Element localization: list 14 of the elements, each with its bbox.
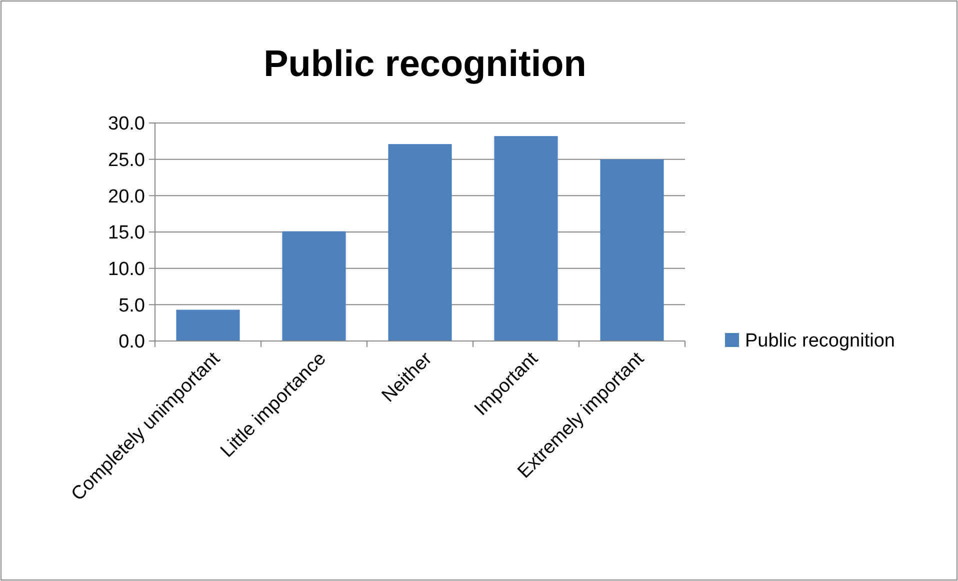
legend-label: Public recognition [745,330,895,352]
y-tick-label: 30.0 [108,114,145,135]
bar [494,136,558,341]
y-tick-label: 10.0 [108,258,145,280]
y-tick-label: 5.0 [118,295,145,316]
bar [600,159,664,341]
chart-title: Public recognition [264,43,586,84]
bar [282,231,346,341]
y-tick-label: 20.0 [108,186,145,208]
bar [176,310,240,341]
y-tick-label: 25.0 [108,150,145,171]
y-tick-label: 0.0 [118,332,145,353]
y-tick-label: 15.0 [108,222,145,244]
bar [388,144,452,341]
